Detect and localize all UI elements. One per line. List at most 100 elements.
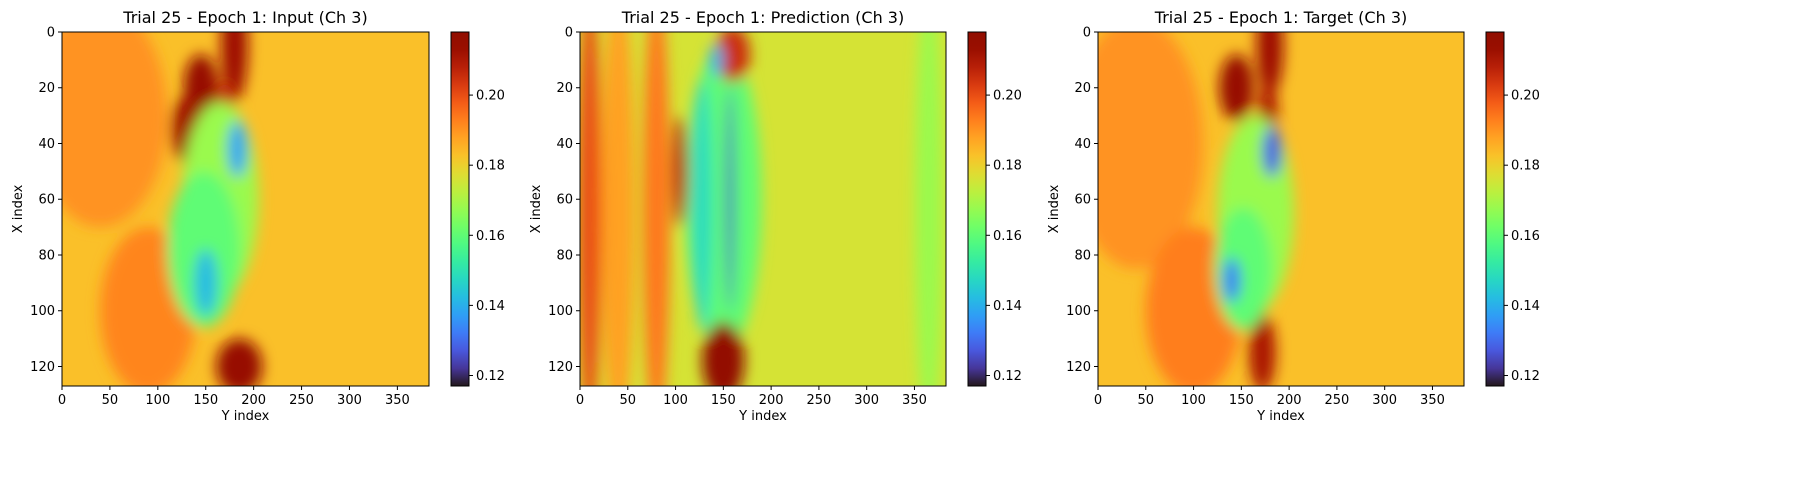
y-tick-label: 120 [1066, 360, 1091, 375]
y-tick-label: 60 [1074, 193, 1091, 208]
y-tick-label: 80 [1074, 248, 1091, 263]
x-tick-label: 0 [576, 393, 584, 408]
y-axis-label: X index [529, 184, 544, 233]
x-tick-label: 200 [241, 393, 266, 408]
colorbar: 0.12 0.14 0.16 0.18 0.20 [1485, 31, 1540, 387]
colorbar: 0.12 0.14 0.16 0.18 0.20 [450, 31, 505, 387]
colorbar-tick-label: 0.12 [993, 369, 1022, 384]
heatmap-feature-9 [709, 43, 724, 77]
heatmap-feature-7 [702, 321, 745, 386]
x-axis-label: Y index [221, 409, 270, 424]
y-axis-label: X index [1047, 184, 1062, 233]
y-tick-label: 0 [565, 26, 573, 41]
colorbar: 0.12 0.14 0.16 0.18 0.20 [967, 31, 1022, 387]
x-tick-label: 250 [1324, 393, 1349, 408]
colorbar-gradient [1485, 31, 1505, 387]
colorbar-gradient [450, 31, 470, 387]
heatmap-feature-10 [1223, 257, 1241, 303]
x-tick-label: 50 [620, 393, 637, 408]
x-tick-label: 0 [1094, 393, 1102, 408]
x-tick-label: 300 [854, 393, 879, 408]
y-tick-label: 60 [38, 193, 55, 208]
x-tick-label: 150 [711, 393, 736, 408]
heatmap-feature-1 [62, 32, 168, 228]
heatmap-feature-2 [601, 32, 636, 386]
colorbar-tick-label: 0.20 [993, 89, 1022, 104]
x-tick-label: 100 [1181, 393, 1206, 408]
panel-2: Trial 25 - Epoch 1: Prediction (Ch 3) 0 50… [529, 8, 1022, 424]
y-tick-label: 20 [556, 81, 573, 96]
chart-title: Trial 25 - Epoch 1: Prediction (Ch 3) [621, 8, 904, 27]
heatmap-feature-3 [643, 32, 670, 386]
colorbar-tick-label: 0.16 [476, 229, 505, 244]
axes-frame [1097, 31, 1465, 387]
heatmap-feature-4 [1219, 54, 1254, 122]
y-axis-label: X index [11, 184, 26, 233]
x-tick-label: 300 [1372, 393, 1397, 408]
panel-3: Trial 25 - Epoch 1: Target (Ch 3) 0 50 100 1… [1047, 8, 1540, 424]
heatmap-feature-11 [915, 32, 943, 386]
y-tick-label: 100 [30, 304, 55, 319]
x-axis-label: Y index [738, 409, 787, 424]
colorbar-gradient [967, 31, 987, 387]
x-tick-label: 250 [289, 393, 314, 408]
heatmap-feature-1 [580, 32, 602, 386]
x-tick-label: 350 [1420, 393, 1445, 408]
x-tick-label: 350 [385, 393, 410, 408]
y-tick-label: 0 [47, 26, 55, 41]
y-tick-label: 100 [548, 304, 573, 319]
heatmap-feature-10 [726, 87, 734, 311]
heatmap-feature-6 [1248, 313, 1276, 386]
heatmap [580, 32, 946, 386]
heatmap-feature-8 [715, 32, 751, 83]
heatmap-feature-10 [227, 121, 247, 177]
chart-title: Trial 25 - Epoch 1: Target (Ch 3) [1154, 8, 1407, 27]
heatmap-background [580, 32, 946, 386]
heatmap-feature-5 [692, 79, 712, 331]
x-tick-label: 50 [1138, 393, 1155, 408]
colorbar-tick-label: 0.18 [476, 159, 505, 174]
heatmap-feature-11 [194, 249, 218, 317]
x-tick-label: 150 [1229, 393, 1254, 408]
colorbar-tick-label: 0.14 [1511, 299, 1540, 314]
y-tick-label: 20 [38, 81, 55, 96]
colorbar-tick-label: 0.16 [1511, 229, 1540, 244]
y-tick-label: 40 [1074, 137, 1091, 152]
x-tick-label: 50 [102, 393, 119, 408]
heatmap [62, 32, 429, 386]
x-tick-label: 0 [58, 393, 66, 408]
y-tick-label: 80 [38, 248, 55, 263]
colorbar-tick-label: 0.18 [993, 159, 1022, 174]
heatmap-feature-9 [1262, 126, 1282, 177]
axes-frame [579, 31, 947, 387]
x-tick-label: 100 [145, 393, 170, 408]
y-tick-label: 0 [1083, 26, 1091, 41]
colorbar-tick-label: 0.12 [1511, 369, 1540, 384]
colorbar-tick-label: 0.16 [993, 229, 1022, 244]
colorbar-tick-label: 0.12 [476, 369, 505, 384]
heatmap-feature-7 [216, 338, 263, 386]
x-tick-label: 150 [193, 393, 218, 408]
colorbar-tick-label: 0.20 [1511, 89, 1540, 104]
colorbar-tick-label: 0.14 [476, 299, 505, 314]
heatmap-feature-3 [1256, 32, 1284, 97]
heatmap-feature-8 [1214, 207, 1272, 331]
panel-1: Trial 25 - Epoch 1: Input (Ch 3) 0 50 100 15… [11, 8, 505, 424]
heatmap-feature-9 [167, 171, 241, 328]
x-tick-label: 250 [806, 393, 831, 408]
heatmap-feature-6 [672, 115, 688, 228]
y-tick-label: 60 [556, 193, 573, 208]
colorbar-tick-label: 0.18 [1511, 159, 1540, 174]
x-tick-label: 350 [902, 393, 927, 408]
colorbar-tick-label: 0.20 [476, 89, 505, 104]
axes-frame [61, 31, 430, 387]
x-tick-label: 200 [759, 393, 784, 408]
x-tick-label: 300 [337, 393, 362, 408]
y-tick-label: 40 [38, 137, 55, 152]
colorbar-tick-label: 0.14 [993, 299, 1022, 314]
x-axis-label: Y index [1256, 409, 1305, 424]
y-tick-label: 120 [548, 360, 573, 375]
y-tick-label: 120 [30, 360, 55, 375]
x-tick-label: 200 [1277, 393, 1302, 408]
